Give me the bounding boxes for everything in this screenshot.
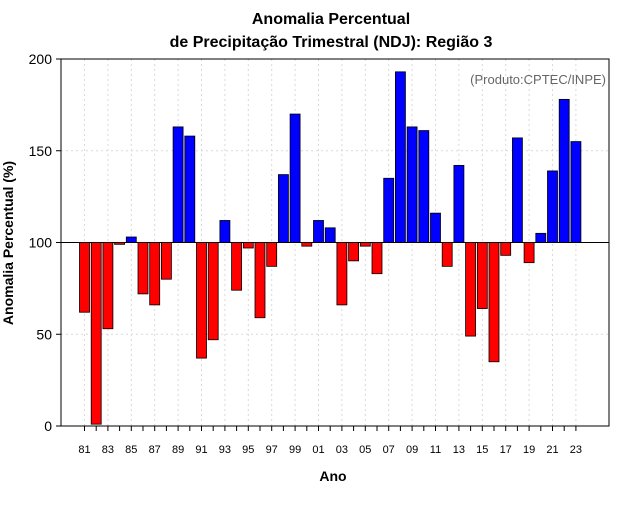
y-tick-label-100: 100	[29, 235, 53, 251]
bar-88	[160, 242, 172, 280]
bar-86	[137, 242, 149, 295]
bar-91	[196, 242, 207, 359]
x-tick-label-87: 87	[149, 444, 161, 456]
bar-08	[394, 71, 406, 243]
x-tick-label-85: 85	[125, 444, 137, 456]
x-tick-label-21: 21	[546, 444, 558, 456]
bar-97	[266, 242, 278, 267]
bar-96	[254, 242, 266, 319]
bar-89	[172, 126, 184, 243]
bar-18	[512, 137, 523, 243]
bar-23	[570, 141, 582, 243]
bar-99	[289, 113, 301, 243]
bar-20	[535, 232, 547, 243]
x-tick-label-17: 17	[500, 444, 512, 456]
bar-22	[558, 98, 570, 243]
y-tick-label-50: 50	[36, 326, 52, 342]
x-tick-label-09: 09	[406, 444, 418, 456]
bar-05	[359, 242, 371, 247]
x-axis-label: Ano	[319, 468, 346, 484]
bar-82	[90, 242, 102, 425]
bar-94	[231, 242, 243, 291]
x-tick-label-01: 01	[312, 444, 324, 456]
bar-92	[207, 242, 219, 341]
x-tick-label-23: 23	[570, 444, 582, 456]
source-annotation: (Produto:CPTEC/INPE)	[470, 72, 606, 87]
y-tick-label-200: 200	[29, 51, 53, 67]
x-tick-label-99: 99	[289, 444, 301, 456]
bar-85	[125, 236, 137, 243]
bar-90	[184, 135, 196, 243]
bar-95	[242, 242, 254, 249]
x-tick-label-03: 03	[336, 444, 348, 456]
bar-03	[336, 242, 348, 306]
chart-title-line-2: de Precipitação Trimestral (NDJ): Região…	[170, 34, 493, 51]
x-tick-label-91: 91	[195, 444, 207, 456]
y-tick-label-0: 0	[44, 418, 52, 434]
bar-16	[488, 242, 500, 363]
bar-04	[348, 242, 360, 262]
bar-81	[79, 242, 90, 313]
x-tick-label-89: 89	[172, 444, 184, 456]
bar-87	[149, 242, 161, 306]
x-tick-label-05: 05	[359, 444, 371, 456]
bar-98	[277, 174, 289, 243]
bar-02	[324, 227, 336, 243]
bar-12	[441, 242, 453, 267]
x-tick-label-11: 11	[430, 444, 441, 456]
x-tick-label-97: 97	[266, 444, 278, 456]
bar-19	[523, 242, 535, 264]
bar-11	[430, 212, 441, 243]
bar-14	[465, 242, 477, 337]
x-tick-label-19: 19	[523, 444, 535, 456]
x-tick-label-07: 07	[383, 444, 395, 456]
x-tick-label-81: 81	[78, 444, 90, 456]
bar-13	[453, 165, 465, 243]
bar-15	[476, 242, 488, 309]
bar-09	[406, 126, 418, 243]
x-tick-label-95: 95	[242, 444, 254, 456]
x-tick-label-15: 15	[476, 444, 488, 456]
bar-17	[500, 242, 512, 256]
bar-00	[301, 242, 313, 247]
bar-93	[219, 220, 231, 243]
bar-21	[547, 170, 558, 243]
x-tick-label-93: 93	[219, 444, 231, 456]
bar-83	[102, 242, 114, 330]
bar-01	[313, 220, 324, 243]
bars-layer	[79, 71, 582, 425]
grid-layer	[61, 58, 609, 427]
y-axis-label: Anomalia Percentual (%)	[0, 161, 16, 325]
chart-title-line-1: Anomalia Percentual	[252, 11, 410, 28]
x-tick-label-13: 13	[453, 444, 465, 456]
axes-layer: 0 50 100 150 200 81 83 85 87 89 91 93 95 97 99 01 03 05 07…	[29, 51, 610, 456]
bar-07	[383, 177, 395, 243]
bar-06	[371, 242, 383, 275]
bar-10	[418, 130, 430, 243]
x-tick-label-83: 83	[102, 444, 114, 456]
y-tick-label-150: 150	[29, 143, 53, 159]
